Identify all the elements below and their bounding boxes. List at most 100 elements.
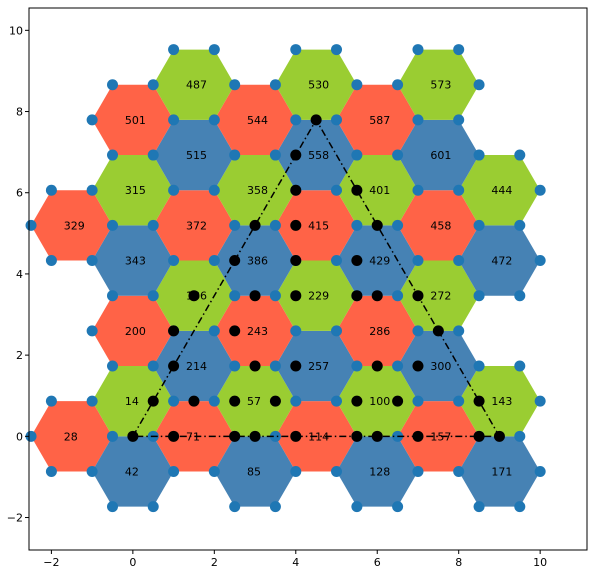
path-vertex <box>432 325 444 337</box>
grid-vertex <box>514 430 526 442</box>
hexagon-171 <box>458 436 541 507</box>
grid-vertex <box>392 290 404 302</box>
grid-vertex <box>331 465 343 477</box>
grid-vertex <box>168 465 180 477</box>
grid-vertex <box>534 255 546 267</box>
hexagon-558 <box>275 119 357 191</box>
grid-vertex <box>86 325 98 337</box>
grid-vertex <box>331 325 343 337</box>
hexagon-label-128: 128 <box>369 465 390 478</box>
hexagon-57 <box>214 366 296 437</box>
hexagon-label-171: 171 <box>491 465 512 478</box>
path-vertex <box>351 255 363 267</box>
grid-vertex <box>514 290 526 302</box>
grid-vertex <box>392 219 404 231</box>
grid-vertex <box>86 184 98 196</box>
hexagon-401 <box>336 155 418 226</box>
grid-vertex <box>45 255 57 267</box>
x-tick-label: 8 <box>455 556 462 569</box>
grid-vertex <box>290 465 302 477</box>
hexagon-label-229: 229 <box>308 290 329 303</box>
hexagon-42 <box>92 436 174 507</box>
grid-vertex <box>147 290 159 302</box>
path-vertex <box>290 430 302 442</box>
grid-vertex <box>453 395 465 407</box>
path-vertex <box>290 184 302 196</box>
hexagon-label-386: 386 <box>247 255 268 268</box>
grid-vertex <box>229 79 241 91</box>
path-vertex <box>371 360 383 372</box>
hexagon-257 <box>275 330 357 402</box>
grid-vertex <box>107 501 118 513</box>
hexagon-200 <box>92 295 174 367</box>
grid-vertex <box>208 395 220 407</box>
grid-vertex <box>412 114 424 126</box>
hexagon-601 <box>397 119 480 191</box>
path-vertex <box>290 219 302 231</box>
grid-vertex <box>453 255 465 267</box>
path-vertex <box>371 290 383 302</box>
hexagon-272 <box>397 260 480 331</box>
x-tick-label: 4 <box>292 556 299 569</box>
grid-vertex <box>86 114 98 126</box>
grid-vertex <box>25 430 37 442</box>
grid-vertex <box>453 465 465 477</box>
grid-vertex <box>147 149 159 161</box>
path-vertex <box>290 290 302 302</box>
hexagon-128 <box>336 436 418 507</box>
path-vertex <box>351 290 363 302</box>
grid-vertex <box>514 501 526 513</box>
grid-vertex <box>208 325 220 337</box>
hexagon-label-401: 401 <box>369 184 390 197</box>
grid-vertex <box>269 79 281 91</box>
hexagon-372 <box>153 190 235 261</box>
grid-vertex <box>208 465 220 477</box>
hexagon-label-257: 257 <box>308 360 329 373</box>
grid-vertex <box>25 219 37 231</box>
grid-vertex <box>107 360 118 372</box>
grid-vertex <box>168 114 180 126</box>
grid-vertex <box>107 79 118 91</box>
path-vertex <box>392 395 404 407</box>
hexagon-label-143: 143 <box>491 395 512 408</box>
hexagon-label-329: 329 <box>64 219 85 232</box>
grid-vertex <box>107 219 118 231</box>
hexagon-587 <box>336 84 418 156</box>
path-vertex <box>290 149 302 161</box>
grid-vertex <box>453 44 465 56</box>
grid-vertex <box>453 184 465 196</box>
path-vertex <box>351 184 363 196</box>
grid-vertex <box>412 395 424 407</box>
path-vertex-layer <box>127 114 505 442</box>
path-vertex <box>412 360 424 372</box>
grid-vertex <box>534 395 546 407</box>
triangle-path <box>132 118 501 438</box>
path-vertex <box>310 114 322 126</box>
grid-vertex <box>269 290 281 302</box>
path-vertex <box>351 395 363 407</box>
grid-vertex <box>229 501 241 513</box>
grid-vertex <box>473 219 485 231</box>
grid-vertex <box>45 184 57 196</box>
hexagon-358 <box>214 155 296 226</box>
grid-vertex <box>229 290 241 302</box>
grid-vertex <box>107 290 118 302</box>
hexagon-286 <box>336 295 418 367</box>
hexagon-label-42: 42 <box>125 465 139 478</box>
grid-vertex <box>147 360 159 372</box>
hexagon-label-200: 200 <box>125 325 146 338</box>
path-vertex <box>229 255 241 267</box>
path-vertex <box>127 430 139 442</box>
path-vertex <box>168 325 180 337</box>
grid-vertex <box>392 360 404 372</box>
grid-vertex <box>412 255 424 267</box>
grid-vertex <box>331 44 343 56</box>
hexagon-label-415: 415 <box>308 219 329 232</box>
hexagon-label-157: 157 <box>430 430 451 443</box>
y-axis-ticks: −2 0 2 4 6 8 10 <box>7 24 29 525</box>
hexagon-label-186: 186 <box>186 290 207 303</box>
grid-vertex <box>45 395 57 407</box>
grid-vertex <box>351 79 363 91</box>
path-vertex <box>229 430 241 442</box>
